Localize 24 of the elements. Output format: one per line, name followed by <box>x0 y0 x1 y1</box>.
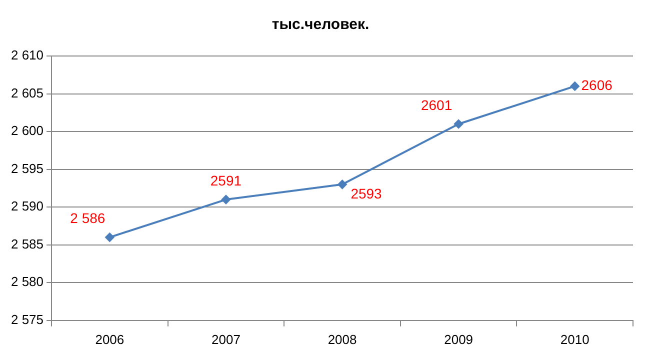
x-tick-label: 2010 <box>560 332 590 347</box>
y-tick-label: 2 585 <box>10 236 44 252</box>
point <box>105 232 114 242</box>
x-tick-label: 2009 <box>444 332 474 347</box>
point <box>570 82 580 91</box>
point <box>454 119 464 128</box>
data-label: 2593 <box>350 185 382 202</box>
data-label: 2606 <box>581 77 613 94</box>
y-tick-label: 2 595 <box>10 160 44 176</box>
y-tick-label: 2 580 <box>10 274 44 290</box>
x-tick-label: 2006 <box>95 332 124 347</box>
y-tick-label: 2 605 <box>10 85 44 100</box>
point <box>338 180 347 189</box>
y-tick-label: 2 610 <box>10 48 44 63</box>
data-label: 2591 <box>210 172 242 188</box>
data-label: 2601 <box>420 96 452 113</box>
data-label: 2 586 <box>70 210 106 226</box>
y-tick-label: 2 600 <box>10 123 44 138</box>
y-tick-label: 2 590 <box>10 198 44 214</box>
y-tick-label: 2 575 <box>10 312 44 327</box>
x-tick-label: 2007 <box>212 332 240 347</box>
chart-title: тыс.человек. <box>272 16 370 34</box>
point <box>221 195 230 204</box>
x-tick-label: 2008 <box>328 332 357 347</box>
